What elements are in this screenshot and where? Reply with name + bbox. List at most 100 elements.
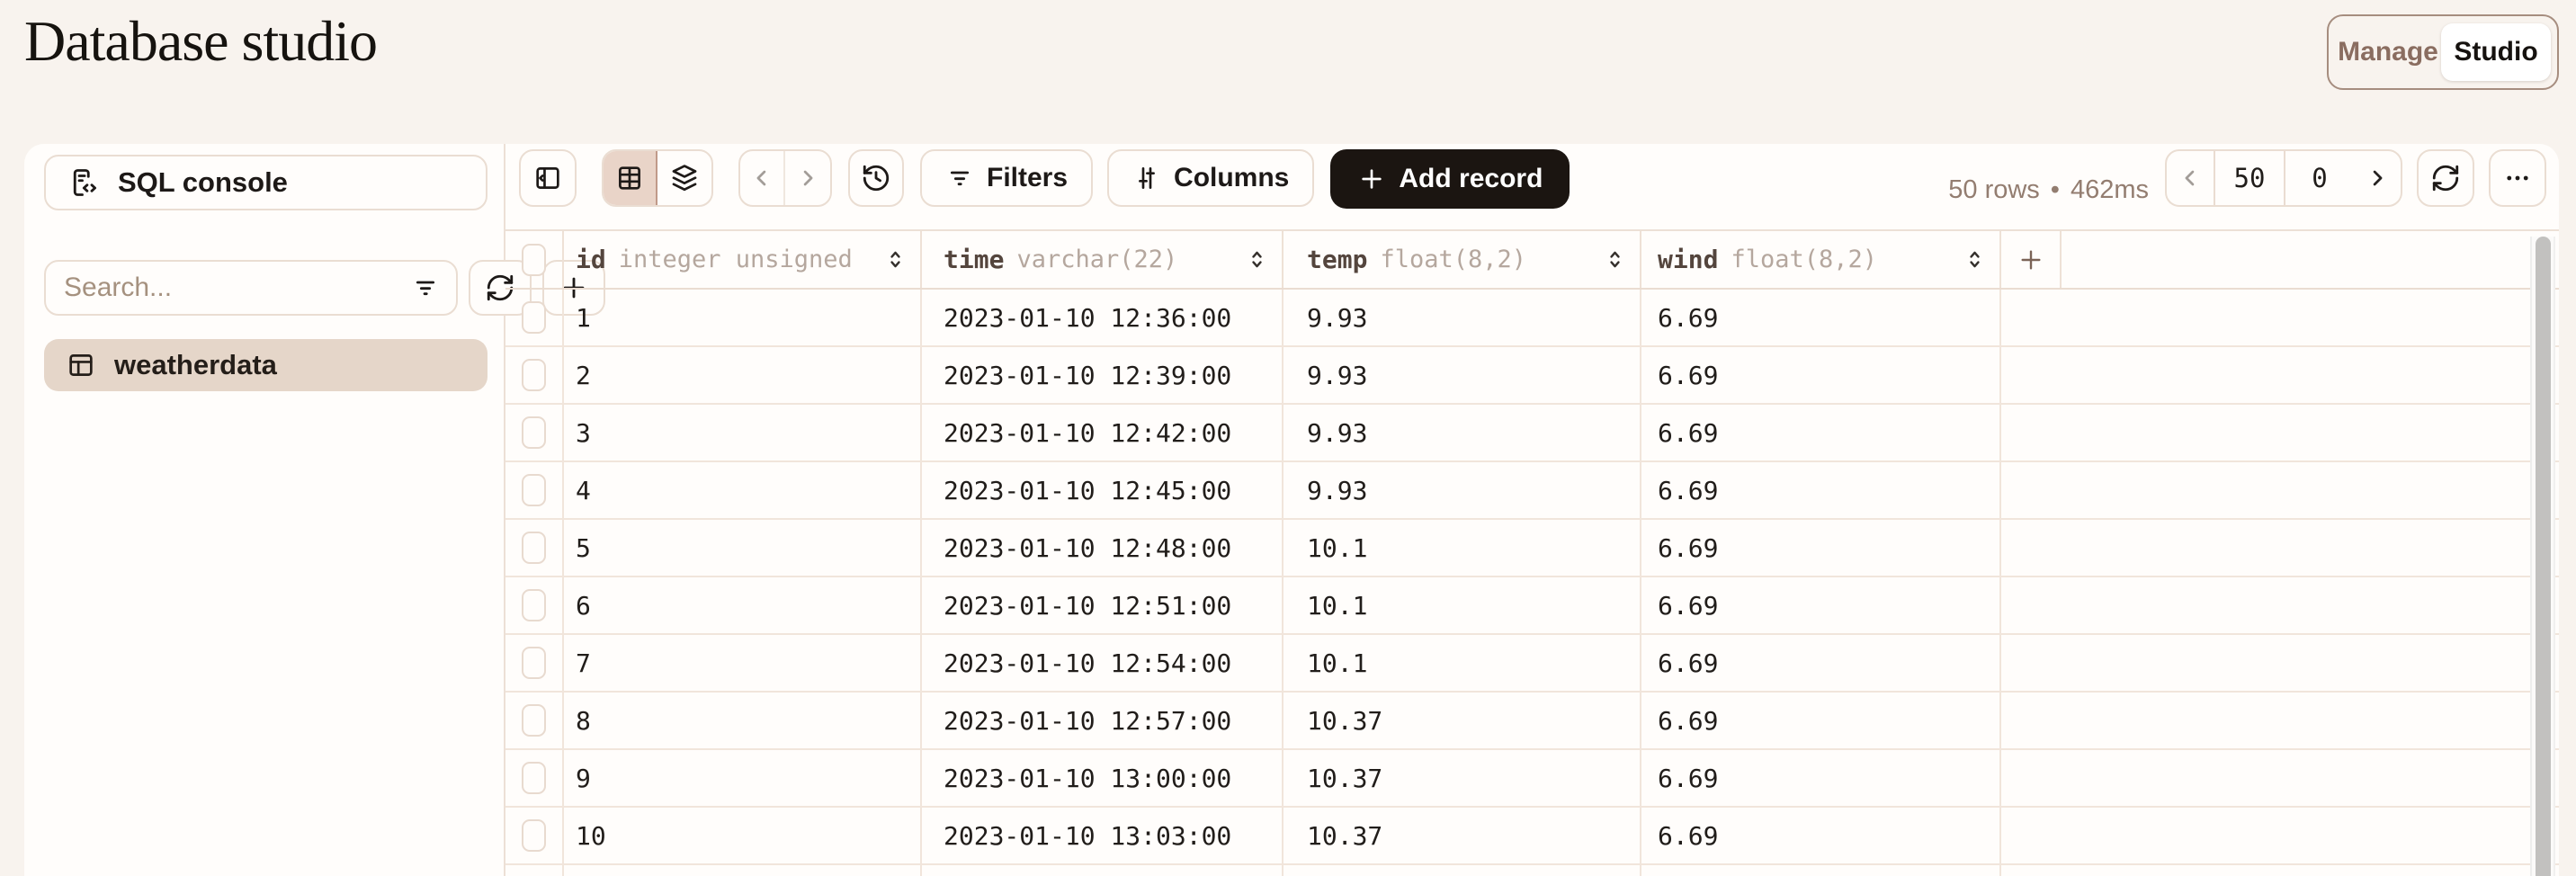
manage-tab[interactable]: Manage [2335, 37, 2441, 67]
add-column-plus-icon [2017, 246, 2045, 274]
row-checkbox[interactable] [522, 704, 546, 737]
row-select-cell [505, 577, 564, 633]
collapse-sidebar-button[interactable] [519, 149, 577, 207]
cell-time[interactable]: 2023-01-10 12:45:00 [944, 475, 1232, 505]
grid-view-button[interactable] [604, 151, 657, 205]
next-page-button[interactable] [2354, 151, 2401, 205]
prev-record-button[interactable] [740, 151, 785, 205]
cell-temp[interactable]: 10.37 [1307, 820, 1383, 851]
sort-icon[interactable] [1963, 247, 1987, 272]
column-type: varchar(22) [1016, 246, 1178, 273]
cell-id[interactable]: 7 [576, 648, 591, 678]
columns-label: Columns [1174, 163, 1290, 192]
add-column-button[interactable] [2001, 231, 2062, 288]
next-record-button[interactable] [785, 151, 830, 205]
sidebar: SQL console [24, 144, 605, 876]
row-checkbox[interactable] [522, 647, 546, 679]
row-checkbox[interactable] [522, 532, 546, 564]
cell-time[interactable]: 2023-01-10 12:57:00 [944, 705, 1232, 736]
columns-icon [1132, 164, 1161, 192]
cell-temp[interactable]: 9.93 [1307, 302, 1368, 333]
table-row: 7 2023-01-10 12:54:00 10.1 6.69 [505, 635, 2559, 693]
column-header-temp[interactable]: temp float(8,2) [1284, 231, 1641, 288]
cell-id[interactable]: 10 [576, 820, 606, 851]
page-size-value[interactable]: 50 [2214, 151, 2284, 205]
row-checkbox[interactable] [522, 762, 546, 794]
search-input[interactable] [64, 273, 411, 303]
history-button[interactable] [848, 149, 904, 207]
cell-wind[interactable]: 6.69 [1658, 590, 1719, 621]
studio-tab[interactable]: Studio [2441, 23, 2551, 81]
cell-wind[interactable]: 6.69 [1658, 475, 1719, 505]
row-checkbox[interactable] [522, 589, 546, 621]
sql-console-button[interactable]: SQL console [44, 155, 487, 210]
column-header-wind[interactable]: wind float(8,2) [1641, 231, 2001, 288]
select-all-checkbox[interactable] [522, 243, 546, 276]
cell-id[interactable]: 5 [576, 532, 591, 563]
cell-wind[interactable]: 6.69 [1658, 705, 1719, 736]
cell-temp[interactable]: 9.93 [1307, 417, 1368, 448]
cell-wind[interactable]: 6.69 [1658, 820, 1719, 851]
cell-temp[interactable]: 9.93 [1307, 475, 1368, 505]
cell-wind[interactable]: 6.69 [1658, 302, 1719, 333]
column-header-id[interactable]: id integer unsigned [564, 231, 922, 288]
table-row: 3 2023-01-10 12:42:00 9.93 6.69 [505, 405, 2559, 462]
cell-time[interactable]: 2023-01-10 13:03:00 [944, 820, 1232, 851]
cell-time[interactable]: 2023-01-10 12:54:00 [944, 648, 1232, 678]
more-options-button[interactable] [2489, 149, 2546, 207]
cell-wind[interactable]: 6.69 [1658, 648, 1719, 678]
row-checkbox[interactable] [522, 474, 546, 506]
cell-id[interactable]: 9 [576, 763, 591, 793]
cell-wind[interactable]: 6.69 [1658, 360, 1719, 390]
chevron-left-icon [2178, 165, 2203, 191]
sort-icon[interactable] [883, 247, 908, 272]
sort-icon[interactable] [1245, 247, 1269, 272]
cell-time[interactable]: 2023-01-10 12:51:00 [944, 590, 1232, 621]
sql-console-icon [67, 166, 100, 199]
filters-button[interactable]: Filters [920, 149, 1094, 207]
cell-id[interactable]: 6 [576, 590, 591, 621]
sidebar-item-weatherdata[interactable]: weatherdata [44, 339, 487, 391]
cell-temp[interactable]: 10.37 [1307, 763, 1383, 793]
cell-id[interactable]: 3 [576, 417, 591, 448]
cell-time[interactable]: 2023-01-10 12:48:00 [944, 532, 1232, 563]
vertical-scrollbar[interactable] [2530, 237, 2555, 876]
cell-temp[interactable]: 10.1 [1307, 532, 1368, 563]
cell-time[interactable]: 2023-01-10 12:42:00 [944, 417, 1232, 448]
sort-icon[interactable] [1603, 247, 1627, 272]
row-select-cell [505, 808, 564, 863]
refresh-icon [485, 273, 515, 303]
scrollbar-thumb[interactable] [2536, 237, 2551, 876]
cell-wind[interactable]: 6.69 [1658, 763, 1719, 793]
cell-temp[interactable]: 10.37 [1307, 705, 1383, 736]
view-mode-toggle [602, 149, 713, 207]
cell-wind[interactable]: 6.69 [1658, 417, 1719, 448]
column-name: id [576, 245, 606, 274]
cell-id[interactable]: 4 [576, 475, 591, 505]
row-checkbox[interactable] [522, 301, 546, 334]
cell-time[interactable]: 2023-01-10 12:36:00 [944, 302, 1232, 333]
stack-view-button[interactable] [657, 151, 711, 205]
row-checkbox[interactable] [522, 416, 546, 449]
cell-temp[interactable]: 10.1 [1307, 648, 1368, 678]
cell-id[interactable]: 2 [576, 360, 591, 390]
table-row: 8 2023-01-10 12:57:00 10.37 6.69 [505, 693, 2559, 750]
cell-temp[interactable]: 9.93 [1307, 360, 1368, 390]
row-select-cell [505, 462, 564, 518]
row-checkbox[interactable] [522, 819, 546, 852]
cell-wind[interactable]: 6.69 [1658, 532, 1719, 563]
cell-id[interactable]: 1 [576, 302, 591, 333]
row-checkbox[interactable] [522, 359, 546, 391]
cell-id[interactable]: 8 [576, 705, 591, 736]
prev-page-button[interactable] [2167, 151, 2214, 205]
cell-time[interactable]: 2023-01-10 13:00:00 [944, 763, 1232, 793]
columns-button[interactable]: Columns [1107, 149, 1315, 207]
cell-time[interactable]: 2023-01-10 12:39:00 [944, 360, 1232, 390]
refresh-data-button[interactable] [2417, 149, 2474, 207]
column-name: temp [1307, 245, 1368, 274]
page-offset-value[interactable]: 0 [2284, 151, 2354, 205]
search-filter-icon[interactable] [411, 273, 440, 302]
add-record-button[interactable]: Add record [1330, 149, 1570, 209]
cell-temp[interactable]: 10.1 [1307, 590, 1368, 621]
column-header-time[interactable]: time varchar(22) [922, 231, 1284, 288]
